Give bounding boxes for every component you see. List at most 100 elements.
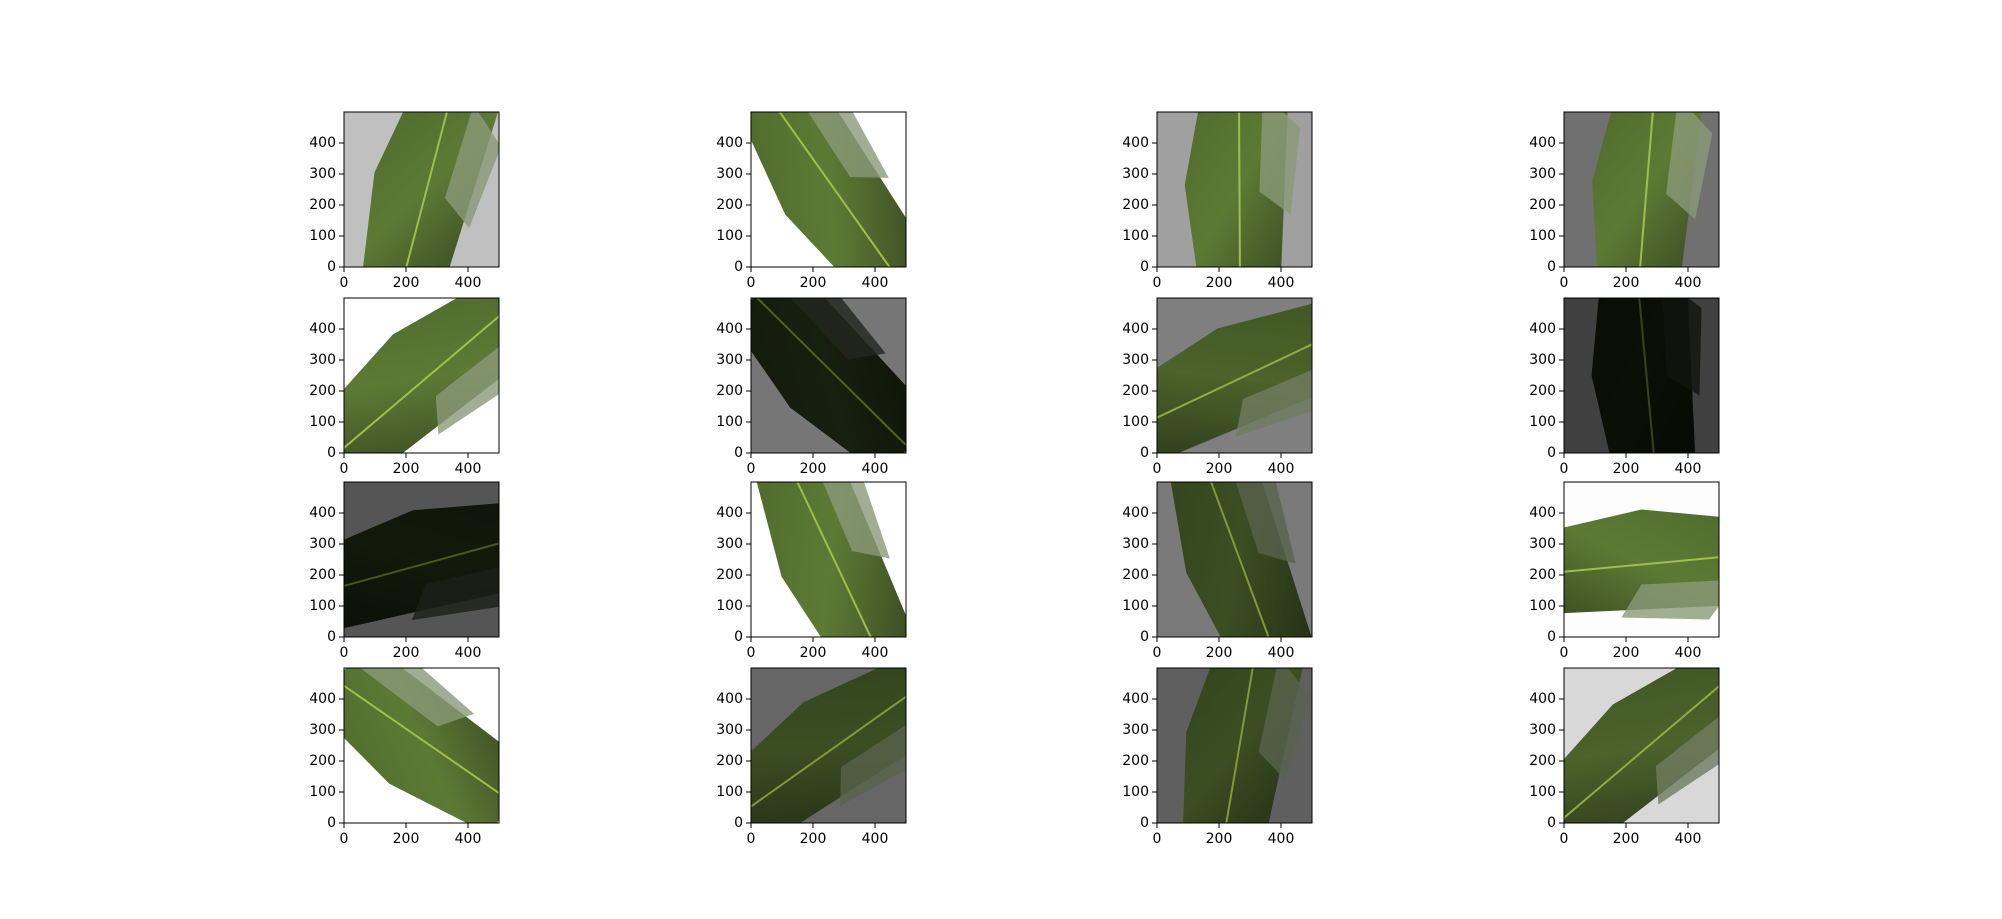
leaf-midrib: [751, 686, 906, 814]
leaf-blade: [1168, 482, 1312, 637]
leaf-fold: [435, 335, 499, 435]
leaf-fold: [1662, 298, 1702, 396]
y-tick-label: 400: [1529, 135, 1556, 151]
x-tick-label: 400: [1675, 461, 1702, 477]
axes-frame: [343, 111, 500, 268]
leaf-midrib: [1157, 333, 1312, 428]
y-tick-label: 400: [1122, 135, 1149, 151]
leaf-fold: [411, 562, 499, 621]
leaf: [344, 668, 499, 823]
y-tick-label: 400: [309, 321, 336, 337]
y-tick-label: 300: [1122, 166, 1149, 182]
axes-frame: [1156, 297, 1313, 454]
x-tick-label: 0: [340, 645, 349, 661]
leaf-image: [1564, 509, 1719, 620]
leaf: [344, 298, 499, 453]
leaf-midrib: [1200, 482, 1278, 637]
y-tick-label: 200: [1529, 383, 1556, 399]
leaf: [1168, 482, 1312, 637]
leaf-image: [1184, 112, 1301, 267]
leaf-fold: [1655, 705, 1719, 805]
axes-frame: [1156, 111, 1313, 268]
y-tick-label: 200: [309, 383, 336, 399]
x-tick-label: 0: [747, 831, 756, 847]
y-tick-label: 100: [1529, 598, 1556, 614]
x-tick-label: 200: [1206, 831, 1233, 847]
y-tick-label: 100: [716, 598, 743, 614]
y-tick-label: 300: [309, 536, 336, 552]
leaf-image: [754, 482, 906, 637]
leaf-blade: [344, 501, 499, 633]
y-tick-label: 200: [716, 567, 743, 583]
y-tick-label: 400: [1122, 691, 1149, 707]
y-tick-label: 200: [309, 567, 336, 583]
leaf-fold: [359, 668, 475, 727]
x-tick-label: 200: [800, 831, 827, 847]
leaf-image: [1182, 668, 1310, 823]
axes-frame: [343, 667, 500, 824]
y-tick-label: 300: [1529, 352, 1556, 368]
y-tick-label: 200: [1529, 197, 1556, 213]
y-tick-label: 0: [1140, 629, 1149, 645]
x-tick-label: 0: [747, 461, 756, 477]
y-tick-label: 300: [1529, 166, 1556, 182]
leaf-image: [1592, 112, 1713, 267]
x-tick-label: 400: [1268, 831, 1295, 847]
y-tick-label: 400: [716, 135, 743, 151]
leaf: [751, 668, 906, 823]
leaf-fold: [444, 112, 499, 229]
y-tick-label: 200: [1122, 383, 1149, 399]
y-tick-label: 200: [1122, 753, 1149, 769]
y-tick-label: 0: [327, 629, 336, 645]
y-tick-label: 400: [1122, 505, 1149, 521]
x-tick-label: 200: [1206, 461, 1233, 477]
x-tick-label: 0: [1153, 831, 1162, 847]
y-tick-label: 0: [327, 445, 336, 461]
x-tick-label: 400: [1675, 831, 1702, 847]
y-tick-label: 200: [1122, 567, 1149, 583]
leaf-image: [361, 112, 499, 267]
y-tick-label: 0: [1547, 259, 1556, 275]
y-tick-label: 400: [716, 691, 743, 707]
x-tick-label: 400: [455, 831, 482, 847]
y-tick-label: 400: [309, 135, 336, 151]
leaf-image: [751, 298, 906, 453]
leaf-midrib: [754, 298, 906, 449]
y-tick-label: 300: [716, 166, 743, 182]
axes-frame: [1156, 667, 1313, 824]
x-tick-label: 400: [1268, 645, 1295, 661]
axes-frame: [1563, 667, 1720, 824]
leaf-fold: [1259, 112, 1301, 215]
x-tick-label: 0: [1153, 275, 1162, 291]
y-tick-label: 200: [716, 197, 743, 213]
y-tick-label: 200: [1529, 567, 1556, 583]
leaf-midrib: [344, 534, 499, 594]
leaf-fold: [1258, 668, 1310, 780]
leaf-midrib: [397, 112, 455, 267]
axes-frame: [343, 297, 500, 454]
leaf-midrib: [1638, 298, 1655, 453]
y-tick-label: 300: [1122, 352, 1149, 368]
y-tick-label: 100: [716, 784, 743, 800]
leaf-midrib: [1636, 112, 1657, 267]
leaf: [1184, 112, 1301, 267]
leaf-blade: [751, 668, 906, 823]
y-tick-label: 400: [309, 505, 336, 521]
y-tick-label: 0: [734, 445, 743, 461]
axes-frame: [343, 481, 500, 638]
x-tick-label: 400: [455, 645, 482, 661]
y-tick-label: 0: [1547, 445, 1556, 461]
leaf: [1157, 301, 1312, 453]
y-tick-label: 200: [716, 383, 743, 399]
x-tick-label: 200: [800, 645, 827, 661]
axes-frame: [1156, 481, 1313, 638]
y-tick-label: 100: [1529, 784, 1556, 800]
x-tick-label: 200: [1613, 461, 1640, 477]
leaf: [361, 112, 499, 267]
y-tick-label: 300: [309, 166, 336, 182]
x-tick-label: 0: [1560, 831, 1569, 847]
y-tick-label: 100: [309, 414, 336, 430]
leaf-blade: [754, 482, 906, 637]
x-tick-label: 200: [1206, 275, 1233, 291]
